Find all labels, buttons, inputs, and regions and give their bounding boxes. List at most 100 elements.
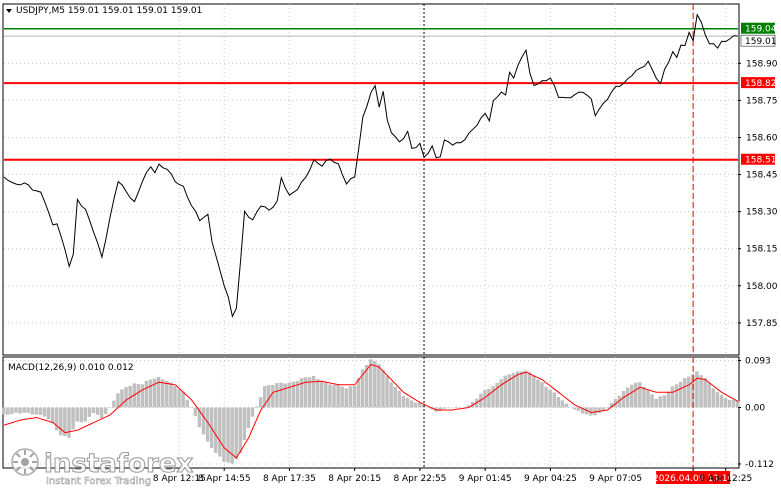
- macd-histogram-bar: [373, 360, 377, 408]
- macd-histogram-bar: [6, 407, 10, 415]
- macd-histogram-bar: [405, 398, 410, 408]
- macd-histogram-bar: [95, 407, 100, 415]
- macd-histogram-bar: [691, 374, 695, 408]
- macd-histogram-bar: [536, 379, 540, 408]
- macd-histogram-bar: [630, 384, 634, 408]
- price-series-line: [3, 13, 739, 318]
- macd-histogram-bar: [120, 389, 124, 408]
- macd-histogram-bar: [727, 400, 732, 408]
- macd-histogram-bar: [116, 393, 120, 408]
- x-tick-label: 8 Apr 14:55: [198, 474, 251, 484]
- macd-histogram-bar: [593, 407, 597, 416]
- macd-info-text: MACD(12,26,9) 0.010 0.012: [8, 363, 134, 373]
- macd-histogram-bar: [646, 390, 650, 408]
- current-price-tag-label: 159.01: [745, 37, 777, 47]
- x-tick-label: 9 Apr 04:25: [524, 474, 577, 484]
- macd-histogram-bar: [275, 383, 279, 408]
- macd-histogram-bar: [295, 381, 300, 408]
- y-tick-label: 158.45: [746, 171, 778, 181]
- collapse-triangle-icon[interactable]: [6, 9, 12, 13]
- macd-histogram-bar: [719, 394, 724, 408]
- macd-histogram-bar: [67, 407, 71, 438]
- macd-histogram-bar: [576, 407, 581, 411]
- macd-histogram-bar: [703, 378, 707, 408]
- watermark: instaforex Instant Forex Trading: [11, 448, 194, 487]
- macd-histogram-bar: [144, 380, 149, 408]
- macd-histogram-bar: [609, 403, 614, 408]
- macd-y-axis: 0.093 0.00 -0.112: [738, 357, 774, 470]
- macd-histogram-bar: [63, 407, 67, 437]
- macd-histogram-bar: [519, 371, 524, 408]
- level-tag-bg: [741, 22, 775, 34]
- macd-histogram-bar: [59, 407, 63, 436]
- macd-histogram-bar: [46, 407, 51, 420]
- macd-histogram-bar: [18, 407, 22, 414]
- macd-histogram-bar: [177, 389, 181, 408]
- macd-histogram-bar: [287, 382, 291, 408]
- macd-histogram-bar: [393, 387, 397, 408]
- x-tick-label: 8 Apr 12:15: [153, 474, 206, 484]
- y-tick-label: 158.30: [746, 208, 778, 218]
- instaforex-logo-icon: [11, 448, 39, 476]
- macd-histogram-bar: [642, 387, 646, 408]
- macd-histogram-bar: [454, 406, 459, 408]
- macd-histogram-bar: [597, 407, 601, 414]
- macd-histogram-bar: [332, 384, 336, 408]
- macd-histogram-bar: [495, 382, 499, 408]
- macd-y-tick-label: -0.112: [745, 460, 774, 470]
- macd-histogram-bar: [666, 391, 671, 408]
- macd-histogram-bar: [336, 384, 340, 408]
- macd-histogram-bar: [560, 400, 565, 408]
- price-panel[interactable]: 158.90 158.75 158.60 158.45 158.30 158.15 158.…: [2, 3, 778, 356]
- macd-histogram-bar: [185, 400, 189, 408]
- macd-histogram-bar: [556, 397, 561, 408]
- macd-histogram-bar: [723, 398, 728, 408]
- macd-histogram-bar: [124, 387, 128, 408]
- macd-histogram-bar: [381, 370, 385, 408]
- macd-histogram-bar: [173, 385, 177, 408]
- macd-histogram-bar: [605, 407, 609, 409]
- macd-histogram-bar: [112, 400, 116, 408]
- price-panel-frame: [2, 3, 740, 356]
- price-y-axis: 158.90 158.75 158.60 158.45 158.30 158.15 158.…: [738, 59, 778, 329]
- macd-panel[interactable]: 0.093 0.00 -0.112 MACD(12,26,9) 0.010 0.01…: [2, 356, 774, 470]
- macd-histogram-bar: [26, 407, 30, 413]
- level-tags: 159.04 158.82 158.51 159.01: [740, 22, 777, 166]
- y-tick-label: 158.00: [746, 282, 778, 292]
- macd-histogram-bar: [466, 405, 471, 408]
- y-tick-label: 158.90: [746, 59, 778, 69]
- macd-histogram-bar: [511, 373, 516, 408]
- macd-histogram-bar: [544, 386, 548, 408]
- symbol-info-text: USDJPY,M5 159.01 159.01 159.01 159.01: [16, 6, 202, 16]
- macd-histogram-bar: [193, 407, 198, 417]
- macd-histogram-bar: [22, 407, 26, 413]
- level-tag-label: 158.82: [745, 79, 777, 89]
- macd-histogram-bar: [79, 407, 83, 423]
- macd-histogram-bar: [254, 406, 259, 408]
- macd-histogram-bar: [613, 399, 618, 408]
- macd-histogram-bar: [75, 407, 79, 422]
- macd-histogram-bar: [491, 386, 495, 408]
- macd-histogram-bar: [2, 407, 6, 415]
- macd-histogram-bar: [83, 407, 87, 422]
- macd-histogram-bar: [87, 407, 92, 417]
- macd-histogram-bar: [161, 379, 165, 408]
- macd-histogram-bar: [507, 374, 512, 408]
- macd-histogram-bar: [103, 407, 108, 414]
- macd-histogram-bar: [417, 402, 422, 408]
- macd-histogram-bar: [707, 382, 711, 408]
- y-tick-label: 158.60: [746, 133, 778, 143]
- macd-histogram-bar: [409, 400, 414, 408]
- macd-histogram-bar: [552, 392, 556, 408]
- time-axis: 8 Apr 12:158 Apr 14:55 8 Apr 17:35 8 Apr 2…: [153, 468, 752, 484]
- macd-histogram-bar: [711, 388, 715, 408]
- macd-histogram-bar: [687, 376, 691, 408]
- macd-histogram-bar: [364, 365, 369, 408]
- macd-histogram-bar: [279, 382, 283, 408]
- macd-histogram-bar: [654, 398, 658, 408]
- macd-histogram-bar: [38, 407, 43, 415]
- current-time-badge: [656, 471, 731, 484]
- macd-histogram-bar: [152, 378, 157, 408]
- macd-histogram-bar: [503, 375, 507, 408]
- macd-histogram-bar: [601, 407, 605, 411]
